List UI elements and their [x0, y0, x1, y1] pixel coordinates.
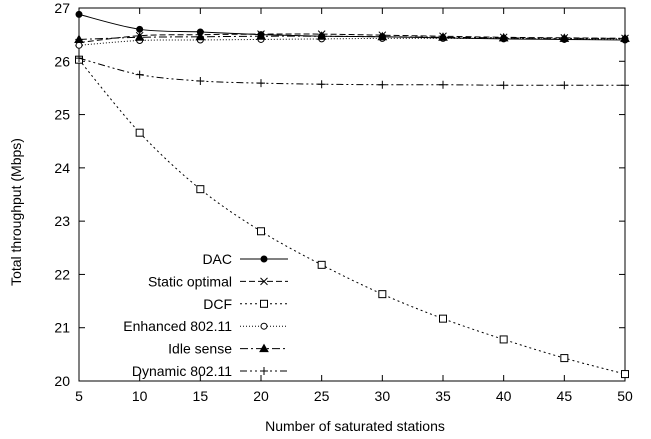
data-point — [75, 10, 83, 18]
data-point — [317, 80, 326, 89]
series-4 — [74, 31, 630, 43]
legend-label: DAC — [202, 251, 232, 267]
data-point — [196, 77, 205, 86]
data-point — [136, 25, 144, 33]
data-point — [317, 260, 326, 269]
y-axis-label: Total throughput (Mbps) — [8, 138, 24, 286]
data-point — [135, 128, 144, 137]
legend-marker — [259, 343, 269, 353]
x-tick-label: 25 — [314, 388, 330, 404]
legend-label: DCF — [203, 296, 232, 312]
data-point — [439, 80, 447, 89]
legend-label: Idle sense — [168, 341, 232, 357]
x-tick-label: 20 — [253, 388, 269, 404]
y-tick-label: 27 — [54, 0, 70, 16]
data-point — [377, 31, 388, 41]
data-point — [75, 54, 83, 63]
series-line — [78, 57, 625, 86]
data-point — [621, 81, 629, 90]
legend-entry: Idle sense — [168, 341, 288, 357]
data-point — [257, 227, 265, 236]
legend-entry: DCF — [203, 296, 288, 312]
legend-entry: Dynamic 802.11 — [132, 363, 288, 379]
x-tick-label: 30 — [375, 388, 391, 404]
legend-marker — [260, 299, 268, 308]
data-point — [135, 70, 144, 79]
data-point — [134, 32, 145, 41]
x-tick-label: 15 — [193, 388, 209, 404]
plot-frame — [78, 7, 626, 382]
series-3 — [75, 34, 629, 49]
data-point — [195, 31, 206, 41]
data-point — [257, 79, 265, 88]
series-line — [78, 37, 626, 46]
legend-marker — [260, 322, 268, 330]
data-point — [438, 32, 448, 41]
legend-marker — [260, 277, 268, 286]
data-point — [559, 33, 570, 42]
y-tick-label: 22 — [54, 266, 70, 282]
legend-label: Dynamic 802.11 — [132, 363, 232, 379]
y-tick-label: 25 — [54, 107, 70, 123]
series-line — [78, 35, 626, 40]
data-point — [74, 34, 84, 43]
series-5 — [75, 54, 629, 90]
y-tick-label: 20 — [54, 373, 70, 389]
y-tick-label: 23 — [54, 213, 70, 229]
series-line — [78, 59, 626, 375]
data-point — [499, 335, 508, 344]
x-tick-label: 10 — [132, 388, 148, 404]
data-point — [75, 41, 83, 49]
data-point — [378, 80, 387, 89]
legend-entry: DAC — [202, 251, 288, 267]
legend-entry: Enhanced 802.11 — [123, 318, 288, 334]
legend-marker — [260, 255, 268, 263]
x-tick-label: 5 — [75, 388, 83, 404]
x-tick-label: 35 — [435, 388, 451, 404]
x-tick-label: 40 — [496, 388, 512, 404]
data-point — [439, 314, 447, 323]
legend-label: Static optimal — [148, 273, 232, 289]
data-point — [196, 185, 205, 194]
data-point — [560, 354, 569, 363]
y-tick-label: 26 — [54, 53, 70, 69]
data-point — [560, 81, 569, 90]
legend-entry: Static optimal — [148, 273, 288, 289]
x-tick-label: 50 — [617, 388, 633, 404]
data-point — [378, 290, 387, 299]
legend-label: Enhanced 802.11 — [123, 318, 232, 334]
data-point — [620, 33, 630, 42]
y-tick-label: 21 — [54, 320, 70, 336]
series-line — [78, 33, 626, 44]
x-axis-label: Number of saturated stations — [265, 418, 445, 434]
y-tick-label: 24 — [54, 160, 70, 176]
data-point — [498, 32, 509, 42]
data-point — [316, 31, 327, 40]
data-point — [256, 31, 266, 40]
legend-marker — [260, 367, 268, 375]
data-point — [499, 81, 508, 90]
data-point — [621, 370, 629, 379]
x-tick-label: 45 — [557, 388, 573, 404]
